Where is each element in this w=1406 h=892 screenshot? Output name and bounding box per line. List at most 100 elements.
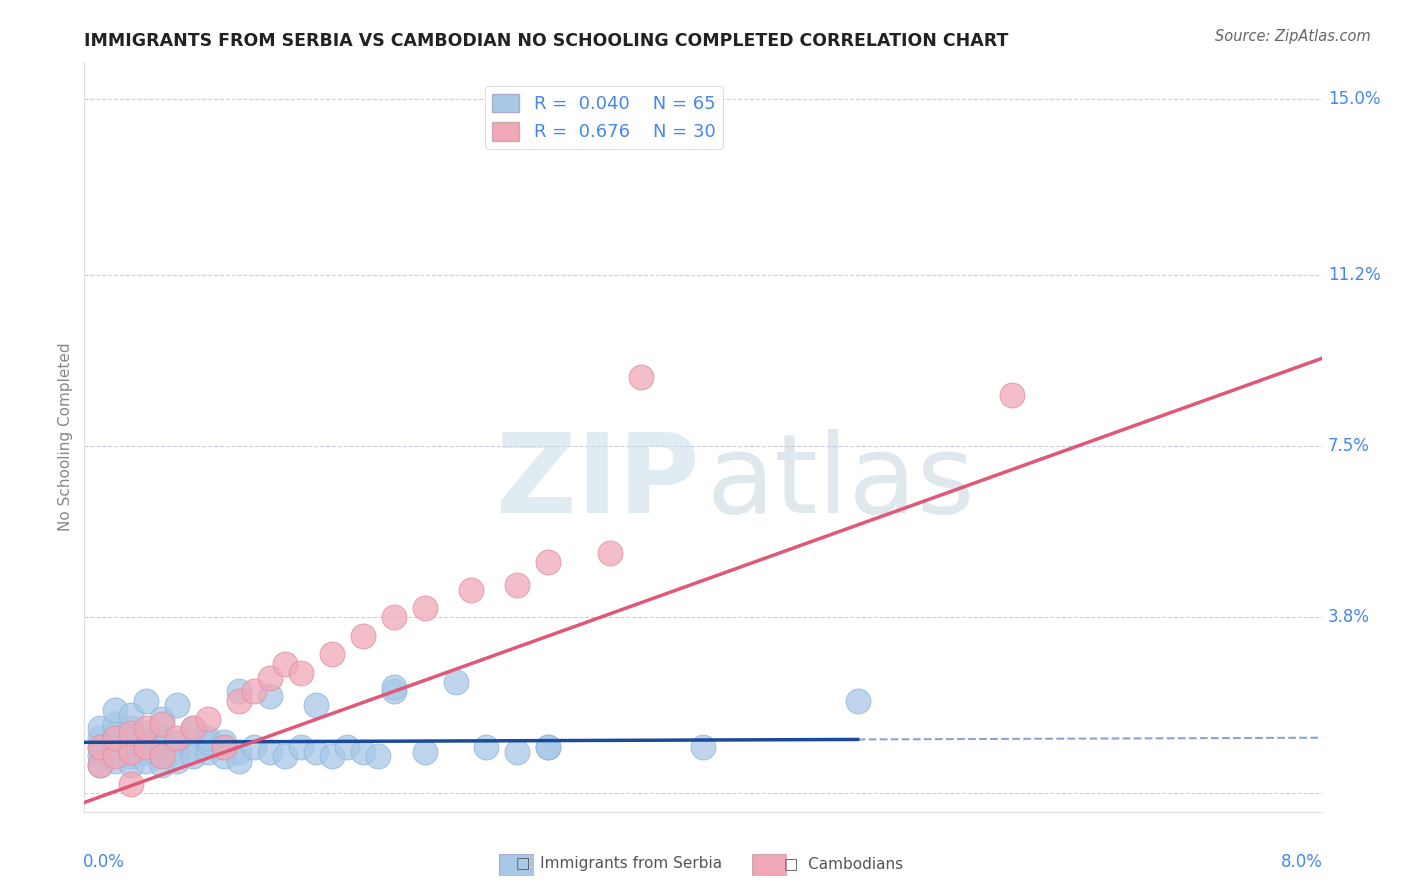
Text: atlas: atlas	[707, 428, 976, 535]
Point	[135, 754, 157, 768]
Text: □  Cambodians: □ Cambodians	[785, 856, 903, 871]
Point	[506, 578, 529, 592]
Point	[321, 749, 343, 764]
Point	[1001, 388, 1024, 402]
Y-axis label: No Schooling Completed: No Schooling Completed	[58, 343, 73, 532]
Point	[259, 689, 281, 703]
Point	[120, 722, 142, 736]
Point	[537, 739, 560, 754]
Point	[120, 739, 142, 754]
Point	[290, 665, 312, 680]
Text: IMMIGRANTS FROM SERBIA VS CAMBODIAN NO SCHOOLING COMPLETED CORRELATION CHART: IMMIGRANTS FROM SERBIA VS CAMBODIAN NO S…	[84, 32, 1008, 50]
Point	[630, 370, 652, 384]
Text: 0.0%: 0.0%	[83, 853, 125, 871]
Legend: R =  0.040    N = 65, R =  0.676    N = 30: R = 0.040 N = 65, R = 0.676 N = 30	[485, 87, 723, 149]
Point	[89, 758, 111, 772]
Text: Source: ZipAtlas.com: Source: ZipAtlas.com	[1215, 29, 1371, 44]
Point	[413, 601, 436, 615]
Point	[352, 629, 374, 643]
Text: 15.0%: 15.0%	[1327, 90, 1381, 109]
Point	[166, 735, 188, 749]
Point	[290, 739, 312, 754]
Point	[197, 712, 219, 726]
Point	[120, 731, 142, 745]
Point	[120, 707, 142, 722]
Point	[537, 739, 560, 754]
Point	[104, 754, 127, 768]
Point	[89, 739, 111, 754]
Point	[166, 745, 188, 759]
Point	[89, 739, 111, 754]
Point	[228, 694, 250, 708]
Point	[181, 722, 204, 736]
Point	[259, 745, 281, 759]
Point	[243, 739, 266, 754]
Point	[212, 739, 235, 754]
Point	[599, 546, 621, 560]
Point	[104, 749, 127, 764]
Point	[150, 749, 173, 764]
Point	[197, 735, 219, 749]
Point	[89, 731, 111, 745]
Point	[166, 754, 188, 768]
Point	[150, 731, 173, 745]
Point	[135, 745, 157, 759]
Point	[104, 739, 127, 754]
Point	[104, 745, 127, 759]
Point	[197, 745, 219, 759]
Point	[150, 749, 173, 764]
Text: 8.0%: 8.0%	[1281, 853, 1323, 871]
Point	[212, 735, 235, 749]
Text: ZIP: ZIP	[496, 428, 699, 535]
Point	[692, 739, 714, 754]
Text: □  Immigrants from Serbia: □ Immigrants from Serbia	[516, 856, 721, 871]
Point	[89, 749, 111, 764]
Point	[336, 739, 359, 754]
Point	[150, 758, 173, 772]
Point	[413, 745, 436, 759]
Point	[89, 722, 111, 736]
Point	[228, 684, 250, 698]
Point	[135, 694, 157, 708]
Point	[537, 555, 560, 569]
Text: 3.8%: 3.8%	[1327, 608, 1369, 626]
Point	[104, 716, 127, 731]
Point	[228, 745, 250, 759]
Point	[212, 749, 235, 764]
Point	[120, 777, 142, 791]
Point	[104, 731, 127, 745]
Point	[150, 712, 173, 726]
Point	[135, 739, 157, 754]
Point	[166, 731, 188, 745]
Point	[104, 726, 127, 740]
Point	[321, 648, 343, 662]
Point	[150, 739, 173, 754]
Text: 11.2%: 11.2%	[1327, 266, 1381, 285]
Point	[197, 731, 219, 745]
Point	[135, 726, 157, 740]
Point	[104, 735, 127, 749]
Point	[382, 610, 405, 624]
Point	[181, 749, 204, 764]
Point	[274, 657, 297, 671]
Point	[120, 749, 142, 764]
Point	[135, 735, 157, 749]
Point	[120, 745, 142, 759]
Point	[135, 722, 157, 736]
Point	[89, 758, 111, 772]
Point	[444, 675, 467, 690]
Point	[181, 739, 204, 754]
Point	[274, 749, 297, 764]
Point	[120, 726, 142, 740]
Point	[382, 684, 405, 698]
Point	[352, 745, 374, 759]
Point	[367, 749, 389, 764]
Point	[120, 758, 142, 772]
Point	[305, 745, 328, 759]
Point	[259, 671, 281, 685]
Point	[212, 739, 235, 754]
Point	[181, 722, 204, 736]
Point	[104, 703, 127, 717]
Point	[506, 745, 529, 759]
Point	[228, 754, 250, 768]
